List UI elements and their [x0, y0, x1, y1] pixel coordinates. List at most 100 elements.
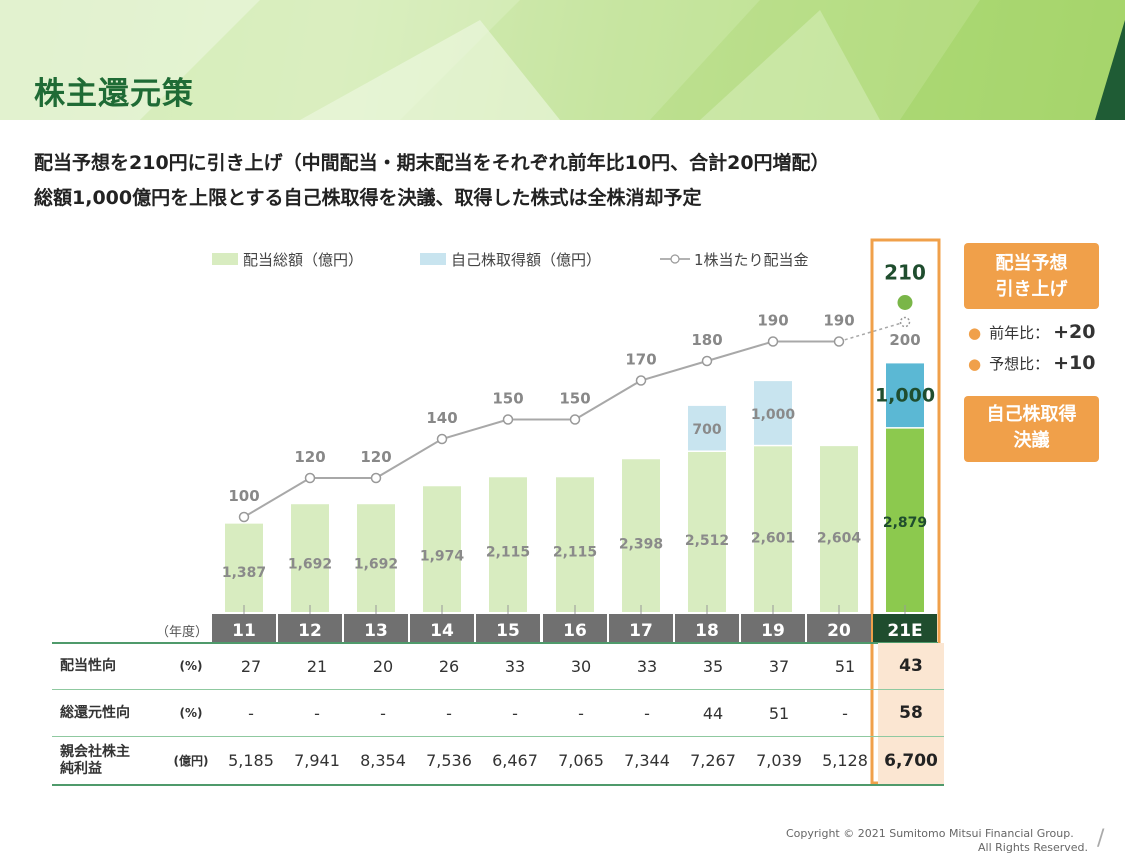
table-cell: 7,039	[746, 736, 812, 786]
x-tick-label: 18	[695, 621, 719, 641]
x-tick-label: 14	[430, 621, 454, 641]
dps-label: 200	[889, 331, 920, 349]
dps-label: 190	[757, 312, 788, 330]
page-title: 株主還元策	[34, 76, 194, 112]
year-cell	[410, 614, 474, 643]
dividend-bar	[423, 486, 461, 612]
x-tick-label: 17	[629, 621, 653, 641]
badge-line: 引き上げ	[995, 279, 1068, 300]
table-cell: 37	[746, 643, 812, 690]
legend-swatch-dividend	[212, 253, 238, 265]
forecast-value: +10	[1053, 352, 1096, 374]
forecast-label: 予想比：	[989, 355, 1050, 373]
slash-decoration: /	[1097, 826, 1105, 851]
table-cell: -	[350, 689, 416, 737]
table-cell: 5,128	[812, 736, 878, 786]
dividend-bar	[489, 477, 527, 612]
forecast-cell: 6,700	[878, 736, 944, 786]
dps-label: 180	[691, 331, 722, 349]
table-cell: 51	[746, 689, 812, 737]
dividend-bar-label: 2,604	[817, 530, 862, 546]
table-cell: -	[218, 689, 284, 737]
dividend-bar	[556, 477, 594, 612]
dividend-bar	[622, 459, 660, 612]
table-cell: 44	[680, 689, 746, 737]
row-label-line: 親会社株主	[60, 743, 130, 760]
buyback-bar	[688, 405, 726, 451]
legend-label: 1株当たり配当金	[694, 251, 809, 269]
table-cell: 7,941	[284, 736, 350, 786]
table-row: 配当性向 (%) 27 21 20 26 33 30 33 35 37 51 4…	[52, 643, 944, 690]
badge-line: 配当予想	[995, 253, 1068, 274]
copyright: Copyright © 2021 Sumitomo Mitsui Financi…	[786, 827, 1074, 840]
legend-marker-dps	[670, 254, 680, 264]
dps-marker	[569, 414, 581, 425]
table-cell: 8,354	[350, 736, 416, 786]
bullet-icon: ●	[968, 324, 982, 342]
rights: All Rights Reserved.	[978, 841, 1089, 854]
yoy-change: ● 前年比： +20	[968, 321, 1095, 343]
dps-marker	[767, 336, 779, 347]
table-cell: 5,185	[218, 736, 284, 786]
table-cell: 21	[284, 643, 350, 690]
dps-marker	[502, 414, 514, 425]
legend-label: 配当総額（億円）	[243, 251, 363, 269]
row-unit: (%)	[164, 643, 218, 690]
row-label: 親会社株主 純利益	[52, 736, 164, 786]
x-tick-label: 11	[232, 621, 256, 641]
dps-marker	[833, 336, 845, 347]
x-tick-label: 21E	[887, 621, 922, 641]
lead-line-2: 総額1,000億円を上限とする自己株取得を決議、取得した株式は全株消却予定	[34, 187, 702, 209]
dps-label: 150	[559, 390, 590, 408]
table-cell: 33	[482, 643, 548, 690]
header-banner: 株主還元策	[0, 0, 1125, 120]
table-cell: 7,267	[680, 736, 746, 786]
dividend-bar	[291, 504, 329, 612]
dps-marker	[635, 375, 647, 386]
dps-label: 120	[360, 448, 391, 466]
dividend-raise-badge: 配当予想 引き上げ	[964, 243, 1099, 309]
table-cell: 33	[614, 643, 680, 690]
table-cell: 7,536	[416, 736, 482, 786]
x-tick-label: 20	[827, 621, 851, 641]
year-cell	[476, 614, 540, 643]
x-tick-label: 13	[364, 621, 388, 641]
row-label: 配当性向	[52, 643, 164, 690]
forecast-cell: 43	[878, 643, 944, 690]
dps-marker	[304, 472, 316, 484]
buyback-bar	[754, 381, 792, 445]
dividend-bar-label: 1,692	[288, 556, 332, 572]
dps-marker	[436, 433, 448, 445]
table-cell: -	[482, 689, 548, 737]
dividend-bar-label: 2,601	[751, 530, 795, 546]
dividend-bar-label: 2,115	[486, 544, 530, 560]
year-cell	[807, 614, 871, 643]
table-cell: 7,344	[614, 736, 680, 786]
dividend-bar-label: 2,512	[685, 533, 729, 549]
lead-line-1: 配当予想を210円に引き上げ（中間配当・期末配当をそれぞれ前年比10円、合計20…	[34, 152, 830, 174]
legend-label: 自己株取得額（億円）	[451, 251, 601, 269]
x-axis-label: （年度）	[156, 624, 208, 640]
badge-line: 自己株取得	[986, 404, 1077, 425]
badge-line: 決議	[1013, 430, 1050, 451]
yoy-label: 前年比：	[989, 324, 1050, 342]
dividend-bar	[886, 428, 924, 612]
dividend-bar-label: 2,879	[883, 515, 927, 531]
header-triangles	[0, 0, 1125, 120]
year-cell	[741, 614, 805, 643]
year-cell	[278, 614, 342, 643]
dps-label: 120	[294, 448, 325, 466]
buyback-bar-label: 700	[692, 422, 721, 438]
table-cell: 27	[218, 643, 284, 690]
buyback-bar	[886, 363, 924, 428]
table-cell: -	[812, 689, 878, 737]
dps-line	[243, 340, 839, 518]
buyback-badge: 自己株取得 決議	[964, 396, 1099, 462]
dividend-bar-label: 1,974	[420, 548, 465, 564]
dps-marker	[701, 355, 713, 367]
row-unit: (%)	[164, 689, 218, 737]
forecast-cell: 58	[878, 689, 944, 737]
row-unit: (億円)	[164, 736, 218, 786]
table-cell: 51	[812, 643, 878, 690]
